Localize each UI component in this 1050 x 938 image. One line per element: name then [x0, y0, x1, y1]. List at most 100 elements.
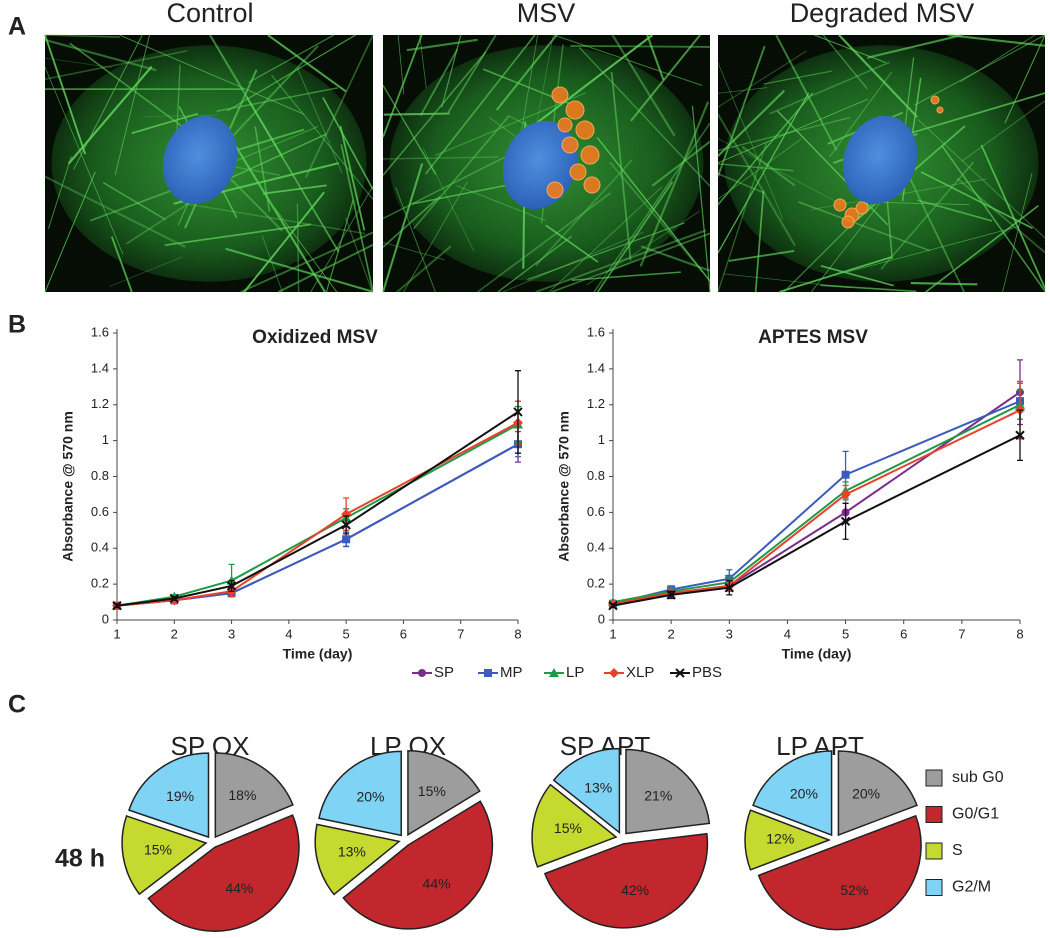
actin-fiber: [728, 249, 795, 262]
actin-fiber: [775, 34, 838, 151]
actin-fiber: [447, 34, 497, 114]
legend-label: sub G0: [952, 769, 1004, 786]
y-tick-label: 0.6: [587, 504, 605, 519]
slice-label: 44%: [225, 880, 253, 896]
actin-fiber: [73, 34, 143, 170]
actin-fiber: [305, 34, 374, 178]
image-title: MSV: [517, 0, 576, 28]
actin-fiber: [495, 34, 558, 111]
pie-slice: [214, 752, 294, 839]
actin-fiber: [406, 38, 478, 52]
y-tick-label: 1.6: [587, 324, 605, 339]
actin-fiber: [717, 62, 784, 220]
actin-fiber: [691, 105, 711, 293]
actin-fiber: [277, 243, 374, 293]
slice-label: 15%: [554, 820, 582, 836]
actin-fiber: [651, 140, 711, 187]
actin-fiber: [225, 247, 374, 293]
marker: [418, 669, 426, 677]
y-tick-label: 1.2: [587, 396, 605, 411]
actin-fiber: [44, 57, 112, 68]
actin-fiber: [44, 50, 188, 80]
particle: [565, 100, 585, 120]
actin-fiber: [917, 119, 1046, 239]
particle: [833, 198, 847, 212]
actin-fiber: [570, 45, 711, 48]
marker: [549, 668, 559, 677]
actin-fiber: [339, 125, 366, 231]
actin-fiber: [228, 135, 326, 293]
actin-fiber: [717, 138, 841, 205]
slice-label: 13%: [584, 779, 612, 795]
series-line: [116, 411, 519, 607]
slice-label: 13%: [338, 844, 366, 860]
actin-fiber: [422, 147, 475, 252]
y-tick-label: 0.2: [587, 576, 605, 591]
actin-fiber: [822, 34, 868, 90]
x-tick-label: 4: [285, 626, 292, 641]
actin-fiber: [297, 67, 343, 173]
marker: [342, 535, 351, 544]
x-tick-label: 4: [784, 626, 791, 641]
pie-slice: [147, 814, 300, 932]
micrographs: [44, 33, 1046, 293]
pie-slice: [314, 823, 401, 896]
marker: [169, 593, 179, 604]
actin-fiber: [596, 181, 674, 293]
series-line: [116, 443, 519, 607]
slice-label: 15%: [418, 783, 446, 799]
pie-slice: [531, 783, 618, 868]
actin-fiber: [717, 138, 802, 200]
slice-label: 19%: [166, 788, 194, 804]
x-tick-label: 1: [609, 626, 616, 641]
actin-fiber: [611, 34, 676, 137]
actin-fiber: [222, 126, 319, 168]
y-tick-label: 0.8: [91, 468, 109, 483]
actin-fiber: [164, 223, 312, 247]
actin-fiber: [477, 192, 611, 293]
actin-fiber: [820, 284, 917, 293]
actin-fiber: [263, 184, 327, 195]
actin-fiber: [717, 113, 796, 247]
pie-slice: [744, 809, 832, 871]
actin-fiber: [114, 34, 150, 175]
y-tick-label: 0.4: [587, 540, 605, 555]
panel-label: A: [8, 13, 26, 41]
actin-fiber: [419, 34, 427, 88]
slice-label: 42%: [621, 882, 649, 898]
actin-fiber: [593, 122, 711, 293]
actin-fiber: [322, 97, 374, 191]
marker: [484, 669, 492, 677]
actin-fiber: [717, 117, 851, 152]
actin-fiber: [941, 145, 1046, 292]
y-tick-label: 1.4: [587, 360, 605, 375]
marker: [341, 509, 352, 520]
pie-slice: [757, 814, 922, 931]
y-tick-label: 0.4: [91, 540, 109, 555]
y-tick-label: 0: [598, 611, 605, 626]
series-line: [612, 400, 1021, 605]
pie-slice: [121, 815, 208, 896]
actin-fiber: [243, 191, 325, 293]
pie-slice: [837, 750, 918, 837]
x-axis-label: Time (day): [782, 646, 852, 662]
actin-fiber: [1004, 34, 1046, 124]
actin-fiber: [44, 34, 120, 38]
y-tick-label: 0.8: [587, 468, 605, 483]
actin-fiber: [754, 190, 765, 293]
actin-fiber: [382, 156, 499, 160]
actin-fiber: [44, 34, 87, 155]
y-axis-label: Absorbance @ 570 nm: [60, 411, 76, 562]
series-line: [612, 391, 1021, 605]
marker: [112, 600, 122, 611]
particle: [551, 86, 569, 104]
actin-fiber: [345, 217, 373, 293]
x-tick-label: 5: [842, 626, 849, 641]
series-line: [612, 434, 1021, 607]
actin-fiber: [382, 34, 423, 138]
actin-fiber: [717, 87, 768, 94]
y-tick-label: 1: [102, 432, 109, 447]
row-label: 48 h: [55, 845, 105, 873]
slice-label: 21%: [644, 788, 672, 804]
series-line: [116, 443, 519, 607]
